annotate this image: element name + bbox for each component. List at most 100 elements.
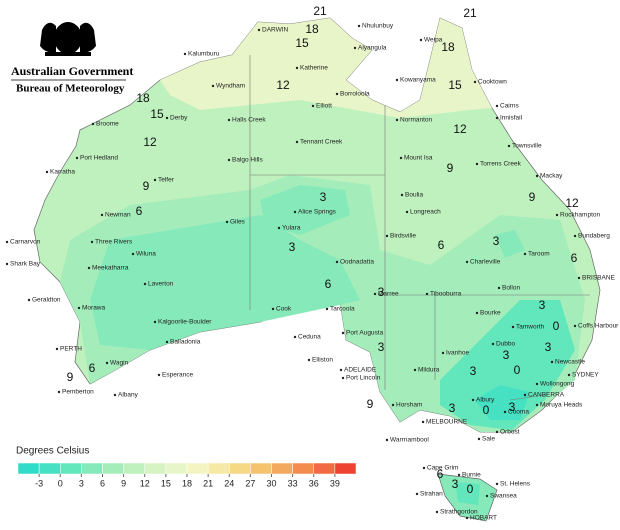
zone-charleville [495, 230, 525, 258]
contour-label: 3 [452, 477, 459, 491]
place-name: Marree [378, 291, 399, 298]
place-dot [415, 492, 419, 496]
place-dot [143, 282, 147, 286]
place-dot [535, 382, 539, 386]
logo [40, 22, 96, 56]
contour-label: 3 [289, 240, 296, 254]
contour-label: 9 [143, 179, 150, 193]
place-name: Nhulunbuy [362, 23, 394, 30]
legend-swatch [60, 462, 82, 475]
place-dot [311, 104, 315, 108]
place-dot [435, 510, 439, 514]
place-dot [535, 174, 539, 178]
contour-label: 6 [438, 238, 445, 252]
place-name: Mackay [540, 173, 563, 180]
place-name: Borroloola [340, 91, 370, 98]
place-name: Geraldton [32, 297, 61, 304]
tas-cold [455, 482, 480, 505]
legend-tick-label: 12 [140, 478, 150, 488]
contour-label: 18 [136, 91, 150, 105]
legend-swatch [271, 462, 293, 475]
place-dot [405, 210, 409, 214]
place-name: Birdsville [390, 233, 416, 240]
place-name: Charleville [470, 259, 501, 266]
legend-swatch [292, 462, 314, 475]
place-name: Torrens Creek [480, 161, 522, 168]
place-dot [523, 393, 527, 397]
legend-swatch [102, 462, 124, 475]
legend-swatch [229, 462, 251, 475]
place-dot [421, 420, 425, 424]
place-name: Cairns [500, 103, 520, 110]
place-name: Coffs Harbour [578, 323, 619, 330]
place-dot [507, 144, 511, 148]
place-dot [335, 92, 339, 96]
place-dot [503, 410, 507, 414]
place-name: CANBERRA [528, 392, 565, 399]
contour-label: 9 [367, 397, 374, 411]
place-name: Strahan [420, 491, 443, 498]
place-name: Cooma [508, 409, 529, 416]
place-name: Oodnadatta [340, 259, 374, 266]
place-name: Ivanhoe [446, 350, 470, 357]
contour-label: 3 [470, 364, 477, 378]
place-dot [153, 178, 157, 182]
place-name: Elliott [316, 103, 332, 110]
contour-label: 18 [305, 22, 319, 36]
contour-label: 9 [67, 370, 74, 384]
place-name: Longreach [410, 209, 441, 216]
place-name: Port Hedland [80, 155, 118, 162]
state-border [509, 394, 546, 401]
place-name: Balladonia [170, 339, 201, 346]
place-dot [5, 240, 9, 244]
place-dot [295, 140, 299, 144]
place-name: Alice Springs [298, 209, 337, 216]
place-dot [227, 158, 231, 162]
place-dot [339, 368, 343, 372]
place-name: Wollongong [540, 381, 575, 388]
legend-swatch [165, 462, 188, 475]
place-dot [75, 156, 79, 160]
place-name: Shark Bay [10, 261, 41, 268]
place-name: Mount Isa [404, 155, 433, 162]
zone-alps [475, 385, 530, 420]
place-name: Broome [96, 121, 119, 128]
place-dot [277, 226, 281, 230]
zone-north [160, 18, 492, 118]
place-dot [495, 482, 499, 486]
place-dot [293, 210, 297, 214]
place-dot [465, 260, 469, 264]
zone-centre [260, 185, 350, 235]
legend-swatch [144, 462, 167, 475]
contour-label: 3 [539, 298, 546, 312]
legend-tick-label: 39 [330, 478, 340, 488]
place-name: Meekatharra [92, 265, 129, 272]
bureau-title: Bureau of Meteorology [16, 83, 125, 95]
place-dot [90, 240, 94, 244]
legend-swatch [38, 462, 61, 475]
place-name: Moruya Heads [540, 402, 583, 409]
place-name: Karratha [50, 169, 75, 176]
contour-label: 0 [553, 319, 560, 333]
legend-tick-label: 0 [58, 478, 63, 488]
place-dot [477, 437, 481, 441]
legend-swatch [81, 462, 103, 475]
place-dot [577, 276, 581, 280]
contour-label: 12 [276, 78, 290, 92]
place-name: St. Helens [500, 481, 531, 488]
place-dot [183, 52, 187, 56]
place-name: Cooktown [478, 79, 507, 86]
place-dot [100, 213, 104, 217]
place-name: Giles [230, 219, 246, 226]
place-name: Albury [476, 397, 495, 404]
legend-swatch [207, 462, 230, 475]
legend-tick-label: 21 [203, 478, 213, 488]
zone-cold [90, 215, 360, 350]
legend-title: Degrees Celsius [16, 446, 89, 457]
contour-label: 6 [136, 204, 143, 218]
legend-tick-label: 15 [161, 478, 171, 488]
place-name: HOBART [470, 515, 497, 522]
place-dot [227, 118, 231, 122]
place-dot [567, 373, 571, 377]
